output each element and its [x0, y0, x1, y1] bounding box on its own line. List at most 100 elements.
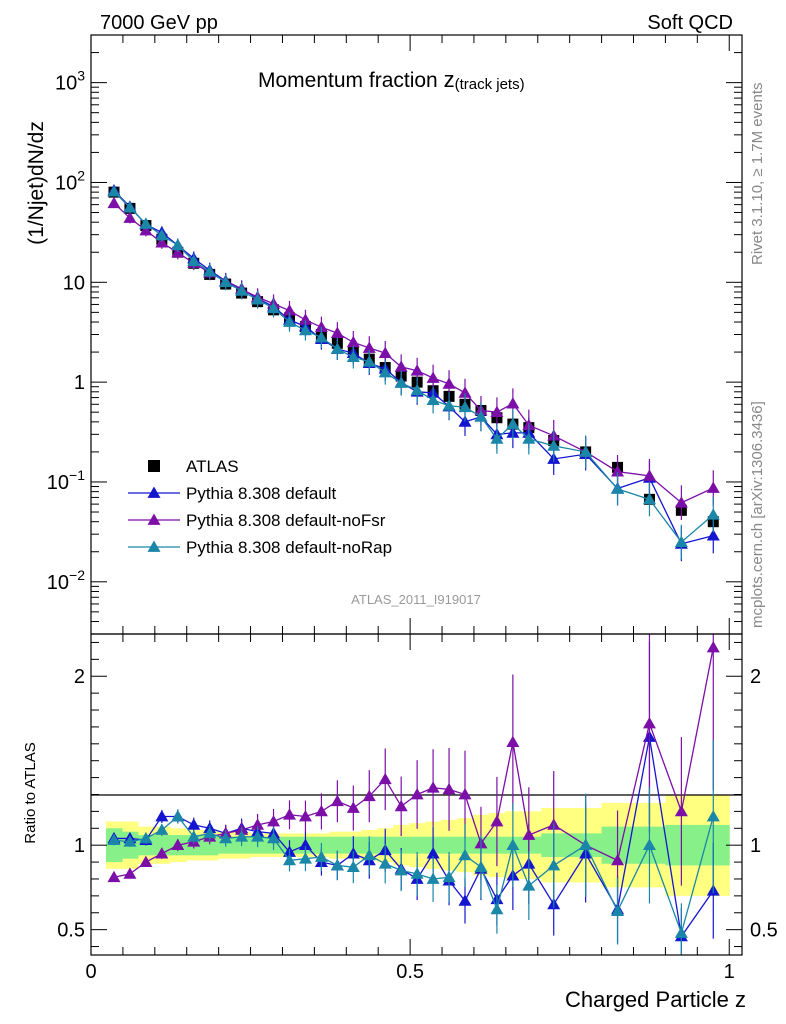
ratio-marker-noFsr — [442, 782, 456, 795]
marker-noRap — [579, 445, 593, 457]
ratio-band-inner-bin — [441, 836, 458, 854]
ratio-marker-noRap — [107, 833, 121, 845]
ratio-marker-default — [155, 809, 169, 822]
marker-noRap — [442, 399, 456, 411]
marker-noFsr — [490, 405, 504, 418]
main-ytick-label: 10−2 — [47, 567, 85, 594]
main-ytick-label: 102 — [55, 167, 85, 194]
ratio-marker-default — [187, 818, 201, 830]
marker-noRap — [611, 482, 625, 494]
main-ytick-label: 10−1 — [47, 467, 85, 494]
ratio-marker-noFsr — [155, 847, 169, 859]
marker-noFsr — [139, 224, 153, 236]
marker-noRap — [394, 376, 408, 388]
marker-noFsr — [642, 469, 656, 481]
marker-noRap — [123, 201, 137, 213]
mcplots-label: mcplots.cern.ch [arXiv:1306.3436] — [749, 401, 766, 628]
marker-noFsr — [298, 313, 312, 325]
plot-title: Momentum fraction z(track jets) — [258, 67, 525, 93]
ratio-marker-noFsr — [458, 788, 472, 800]
marker-noRap — [490, 432, 504, 444]
ratio-marker-noRap — [522, 879, 536, 891]
marker-noRap — [219, 275, 233, 288]
ratio-axis-ticks: 0 0.5 10.5 0.51 12 2 — [57, 634, 778, 983]
marker-noRap — [298, 323, 312, 336]
ratio-marker-noRap — [579, 838, 593, 851]
marker-noFsr — [706, 481, 720, 493]
marker-noRap — [267, 301, 281, 314]
series-data — [108, 186, 719, 528]
ratio-marker-noRap — [394, 864, 408, 876]
legend-label-noFsr: Pythia 8.308 default-noFsr — [186, 511, 386, 530]
ratio-marker-noFsr — [330, 794, 344, 807]
marker-noRap — [330, 342, 344, 354]
ratio-series-layer — [107, 634, 720, 955]
marker-noRap — [171, 238, 185, 251]
ratio-marker-noFsr — [611, 853, 625, 866]
legend-label-data: ATLAS — [186, 457, 239, 476]
ratio-marker-noFsr — [251, 818, 265, 830]
main-ytick-exponent: −1 — [69, 467, 85, 483]
marker-noFsr — [611, 465, 625, 477]
ratio-band-inner-bin — [329, 836, 346, 854]
main-ytick-exponent: 3 — [77, 68, 85, 84]
ratio-marker-noRap — [298, 852, 312, 864]
marker-noFsr — [378, 346, 392, 359]
ratio-marker-noRap — [490, 902, 504, 915]
rivet-label: Rivet 3.1.10, ≥ 1.7M events — [749, 83, 766, 266]
marker-noFsr — [458, 386, 472, 398]
marker-noFsr — [506, 397, 520, 409]
ratio-marker-noFsr — [362, 789, 376, 802]
ratio-panel-frame — [90, 633, 743, 956]
ratio-marker-noRap — [251, 830, 265, 842]
ratio-marker-noRap — [267, 831, 281, 844]
marker-noFsr — [107, 196, 121, 209]
ratio-band-inner-bin — [393, 836, 410, 854]
marker-noFsr — [123, 211, 137, 223]
main-ytick-base: 10 — [47, 572, 69, 594]
ratio-marker-noFsr — [346, 801, 360, 813]
ratio-marker-noFsr — [314, 804, 328, 817]
ratio-marker-noFsr — [426, 781, 440, 793]
ratio-marker-noRap — [506, 838, 520, 851]
main-ytick-exponent: 2 — [77, 167, 85, 183]
marker-noRap — [706, 508, 720, 520]
ratio-xtick-label: 0 — [85, 961, 96, 983]
ratio-ytick-label: 2 — [74, 666, 85, 688]
marker-noRap — [410, 383, 424, 396]
ratio-xtick-label: 1 — [724, 961, 735, 983]
ratio-marker-noFsr — [522, 828, 536, 840]
ratio-marker-noRap — [458, 848, 472, 861]
ratio-marker-noRap — [330, 858, 344, 871]
marker-noRap — [346, 350, 360, 363]
marker-noFsr — [394, 360, 408, 372]
ratio-marker-noRap — [282, 853, 296, 866]
main-ytick-base: 10 — [63, 272, 85, 294]
ratio-marker-noFsr — [107, 870, 121, 883]
marker-noRap — [642, 492, 656, 505]
marker-noRap — [362, 355, 376, 367]
marker-noRap — [458, 400, 472, 413]
analysis-id: ATLAS_2011_I919017 — [351, 592, 481, 607]
ratio-series-noRap — [107, 739, 720, 955]
marker-noFsr — [362, 341, 376, 353]
ratio-ytick-label-right: 2 — [750, 666, 761, 688]
ratio-marker-noFsr — [490, 815, 504, 827]
marker-noRap — [378, 365, 392, 378]
marker-default — [706, 529, 720, 541]
main-ylabel: (1/Njet)dN/dz — [25, 121, 48, 245]
ratio-marker-noRap — [642, 838, 656, 851]
ratio-ytick-label: 1 — [74, 835, 85, 857]
ratio-marker-noFsr — [706, 641, 720, 653]
ratio-marker-noFsr — [123, 867, 137, 879]
ratio-marker-noFsr — [298, 809, 312, 822]
marker-noFsr — [442, 377, 456, 389]
ratio-marker-noRap — [155, 823, 169, 835]
ratio-marker-noRap — [171, 809, 185, 822]
ratio-marker-noFsr — [410, 788, 424, 800]
marker-noRap — [674, 535, 688, 547]
ratio-marker-noFsr — [267, 815, 281, 827]
ratio-marker-default — [426, 847, 440, 859]
ratio-band-inner-bin — [153, 835, 171, 856]
